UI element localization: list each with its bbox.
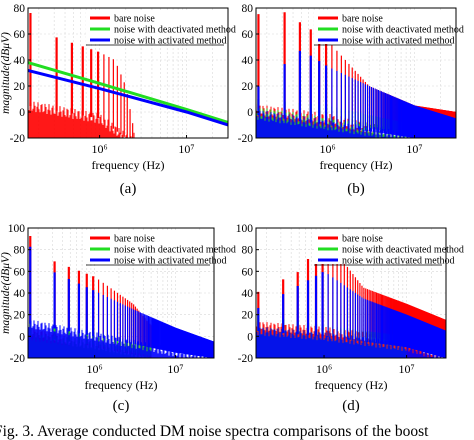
legend-entry: noise with activated method [342, 256, 454, 267]
y-tick-label: 100 [236, 223, 254, 235]
y-tick-label: 0 [19, 331, 25, 343]
series-1 [28, 13, 135, 138]
y-tick-label: 40 [242, 55, 254, 67]
x-tick-label: 10⁶ [92, 142, 108, 156]
axes-frame [255, 7, 457, 139]
panel-label: (c) [113, 398, 130, 414]
panel-label: (a) [120, 181, 137, 197]
legend-entry: noise with activated method [342, 36, 454, 47]
y-tick-label: 20 [242, 310, 254, 322]
y-tick-label: 40 [14, 55, 26, 67]
x-axis-label: frequency (Hz) [85, 378, 158, 392]
y-tick-label: 60 [242, 266, 254, 278]
y-tick-label: -20 [238, 133, 254, 145]
y-tick-label: 100 [8, 223, 26, 235]
y-tick-label: 40 [14, 288, 26, 300]
legend-entry: bare noise [114, 14, 155, 25]
y-tick-label: 20 [14, 81, 26, 93]
axes-frame [27, 7, 229, 139]
y-axis-label: magnitude(dBμV) [0, 252, 12, 334]
series-line [28, 68, 228, 127]
x-axis-label: frequency (Hz) [315, 378, 388, 392]
y-tick-label: 60 [14, 266, 26, 278]
x-tick-label: 10⁷ [178, 142, 194, 156]
y-tick-label: -20 [10, 353, 26, 365]
noise-floor [28, 320, 214, 358]
series-3 [28, 246, 214, 358]
y-tick-label: 20 [14, 310, 26, 322]
y-tick-label: -20 [238, 353, 254, 365]
y-tick-label: 80 [242, 245, 254, 257]
y-tick-label: 80 [14, 3, 26, 15]
legend-entry: bare noise [342, 14, 383, 25]
series-line [28, 61, 228, 124]
y-tick-label: 80 [242, 3, 254, 15]
y-tick-label: 0 [247, 331, 253, 343]
y-tick-label: 60 [14, 29, 26, 41]
y-tick-label: 40 [242, 288, 254, 300]
noise-floor [28, 101, 135, 138]
legend-entry: bare noise [114, 234, 155, 245]
noise-floor [256, 326, 446, 358]
x-tick-label: 10⁷ [406, 142, 422, 156]
x-axis-label: frequency (Hz) [92, 158, 165, 172]
chart-panel-2: -20 0 20 40 60 80 10⁶ 10⁷ frequency (Hz) (b) bare … [238, 3, 464, 197]
y-tick-label: 0 [247, 107, 253, 119]
x-tick-label: 10⁶ [320, 142, 336, 156]
y-axis-label: magnitude(dBμV) [0, 32, 12, 114]
series-3 [256, 272, 446, 358]
y-tick-label: 60 [242, 29, 254, 41]
x-tick-label: 10⁶ [316, 362, 332, 376]
y-tick-label: 80 [14, 245, 26, 257]
legend-entry: noise with deactivated method [114, 25, 236, 36]
legend-entry: noise with activated method [114, 256, 226, 267]
panel-label: (d) [342, 398, 360, 414]
series-2 [28, 61, 228, 124]
figure-caption: Fig. 3. Average conducted DM noise spect… [0, 423, 429, 440]
legend-entry: noise with deactivated method [342, 25, 464, 36]
series-3 [256, 50, 456, 138]
legend-entry: bare noise [342, 234, 383, 245]
chart-panel-3: -20 0 20 40 60 80 100 10⁶ 10⁷ frequency (Hz) magni… [0, 223, 236, 414]
y-tick-label: -20 [10, 133, 26, 145]
legend-entry: noise with activated method [114, 36, 226, 47]
y-tick-label: 20 [242, 81, 254, 93]
x-tick-label: 10⁷ [167, 362, 183, 376]
x-tick-label: 10⁷ [399, 362, 415, 376]
x-axis-label: frequency (Hz) [320, 158, 393, 172]
panel-label: (b) [347, 181, 365, 197]
x-tick-label: 10⁶ [87, 362, 103, 376]
chart-panel-4: -20 0 20 40 60 80 100 10⁶ 10⁷ frequency (Hz) (d) ba… [236, 223, 464, 414]
y-tick-label: 0 [19, 107, 25, 119]
series-3 [28, 68, 228, 127]
chart-panel-1: -20 0 20 40 60 80 10⁶ 10⁷ frequency (Hz) magnitud… [0, 3, 236, 197]
legend-entry: noise with deactivated method [342, 245, 464, 256]
legend-entry: noise with deactivated method [114, 245, 236, 256]
